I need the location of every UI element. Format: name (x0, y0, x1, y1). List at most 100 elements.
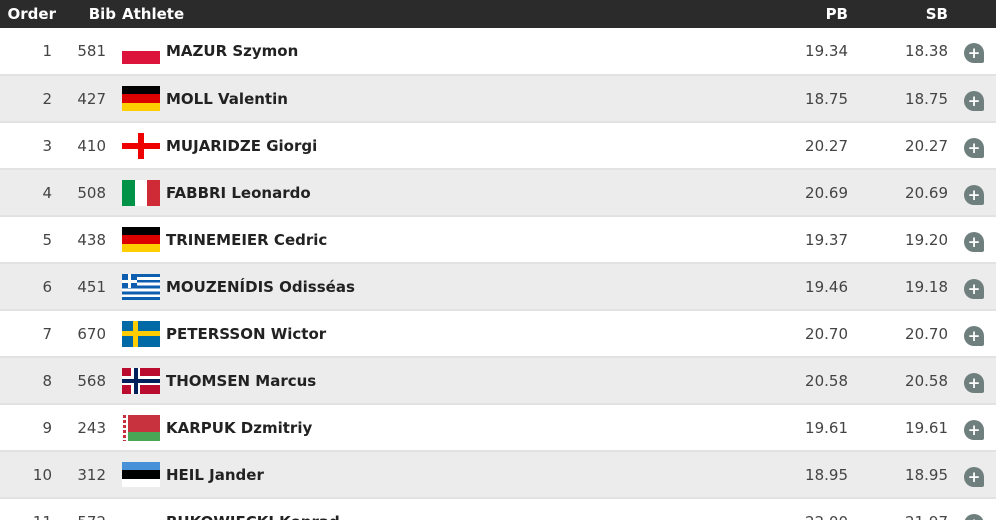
pb-cell: 20.58 (805, 371, 848, 390)
sb-cell: 18.38 (905, 42, 948, 60)
sb-cell: 18.75 (905, 89, 948, 108)
pb-cell: 20.27 (805, 136, 848, 155)
athlete-name[interactable]: HEIL Jander (166, 465, 264, 484)
sb-cell: 18.95 (905, 465, 948, 484)
order-cell: 8 (42, 371, 52, 390)
order-cell: 11 (0, 498, 62, 520)
plus-circle-icon[interactable]: + (964, 184, 984, 205)
athlete-name[interactable]: PETERSSON Wictor (166, 324, 327, 343)
bib-cell: 243 (77, 418, 106, 437)
athlete-cell: PETERSSON Wictor (122, 310, 762, 357)
athlete-name[interactable]: MUJARIDZE Giorgi (166, 136, 318, 155)
italy-flag-icon (122, 179, 160, 206)
athlete-name[interactable]: MAZUR Szymon (166, 42, 299, 60)
greece-flag-icon (122, 273, 160, 300)
table-row: 2 427 MOLL Valentin 18.75 18.75 + (0, 75, 996, 122)
order-cell: 9 (42, 418, 52, 437)
plus-circle-icon[interactable]: + (964, 513, 984, 520)
athlete-cell: MOUZENÍDIS Odisséas (122, 263, 762, 310)
athlete-name[interactable]: MOUZENÍDIS Odisséas (166, 277, 355, 296)
header-bib[interactable]: Bib (88, 5, 116, 23)
bib-cell: 670 (77, 324, 106, 343)
pb-cell: 20.69 (805, 183, 848, 202)
belarus-flag-icon (122, 414, 160, 441)
pb-cell: 19.34 (805, 42, 848, 60)
athlete-name[interactable]: FABBRI Leonardo (166, 183, 311, 202)
sb-cell: 19.20 (905, 230, 948, 249)
table-row: 5 438 TRINEMEIER Cedric 19.37 19.20 + (0, 216, 996, 263)
germany-flag-icon (122, 226, 160, 253)
sb-cell: 20.69 (905, 183, 948, 202)
header-pb[interactable]: PB (825, 5, 848, 23)
pb-cell: 19.61 (805, 418, 848, 437)
athlete-cell: MUJARIDZE Giorgi (122, 122, 762, 169)
pb-cell: 18.95 (805, 465, 848, 484)
athlete-cell: MOLL Valentin (122, 75, 762, 122)
header-order[interactable]: Order (7, 5, 56, 23)
pb-cell: 20.70 (805, 324, 848, 343)
header-athlete[interactable]: Athlete (122, 5, 185, 23)
sb-cell: 20.70 (905, 324, 948, 343)
plus-circle-icon[interactable]: + (964, 372, 984, 393)
poland-flag-icon (122, 508, 160, 520)
pb-cell: 19.46 (805, 277, 848, 296)
bib-cell: 568 (77, 371, 106, 390)
plus-circle-icon[interactable]: + (964, 43, 984, 63)
table-row: 7 670 PETERSSON Wictor 20.70 20.70 + (0, 310, 996, 357)
poland-flag-icon (122, 38, 160, 64)
athlete-cell: FABBRI Leonardo (122, 169, 762, 216)
sb-cell: 19.18 (905, 277, 948, 296)
athlete-cell: HEIL Jander (122, 451, 762, 498)
norway-flag-icon (122, 367, 160, 394)
bib-cell: 438 (77, 230, 106, 249)
table-row: 9 243 KARPUK Dzmitriy 19.61 19.61 + (0, 404, 996, 451)
bib-cell: 410 (77, 136, 106, 155)
bib-cell: 508 (77, 183, 106, 202)
sweden-flag-icon (122, 320, 160, 347)
sb-cell: 21.97 (852, 498, 952, 520)
table-row: 6 451 MOUZENÍDIS Odisséas 19.46 19.18 + (0, 263, 996, 310)
table-row: 3 410 MUJARIDZE Giorgi 20.27 20.27 + (0, 122, 996, 169)
athlete-name[interactable]: BUKOWIECKI Konrad (166, 513, 340, 520)
athlete-name[interactable]: MOLL Valentin (166, 89, 288, 108)
athlete-cell: KARPUK Dzmitriy (122, 404, 762, 451)
table-row: 1 581 MAZUR Szymon 19.34 18.38 + (0, 28, 996, 75)
order-cell: 10 (32, 465, 52, 484)
plus-circle-icon[interactable]: + (964, 137, 984, 158)
table-row: 4 508 FABBRI Leonardo 20.69 20.69 + (0, 169, 996, 216)
athlete-name[interactable]: THOMSEN Marcus (166, 371, 317, 390)
plus-circle-icon[interactable]: + (964, 325, 984, 346)
bib-cell: 427 (77, 89, 106, 108)
order-cell: 7 (42, 324, 52, 343)
plus-circle-icon[interactable]: + (964, 278, 984, 299)
athlete-cell: BUKOWIECKI Konrad (122, 498, 762, 520)
athlete-cell: TRINEMEIER Cedric (122, 216, 762, 263)
bib-cell: 572 (62, 498, 122, 520)
athlete-name[interactable]: TRINEMEIER Cedric (166, 230, 328, 249)
plus-circle-icon[interactable]: + (964, 419, 984, 440)
order-cell: 6 (42, 277, 52, 296)
order-cell: 4 (42, 183, 52, 202)
sb-cell: 19.61 (905, 418, 948, 437)
pb-cell: 22.00 (762, 498, 852, 520)
bib-cell: 312 (77, 465, 106, 484)
header-sb[interactable]: SB (925, 5, 948, 23)
plus-circle-icon[interactable]: + (964, 231, 984, 252)
bib-cell: 451 (77, 277, 106, 296)
order-cell: 3 (42, 136, 52, 155)
table-header: Order Bib Athlete PB SB (0, 0, 996, 28)
sb-cell: 20.27 (905, 136, 948, 155)
order-cell: 5 (42, 230, 52, 249)
plus-circle-icon[interactable]: + (964, 90, 984, 111)
athlete-cell: THOMSEN Marcus (122, 357, 762, 404)
pb-cell: 19.37 (805, 230, 848, 249)
athlete-name[interactable]: KARPUK Dzmitriy (166, 418, 313, 437)
plus-circle-icon[interactable]: + (964, 466, 984, 487)
athlete-cell: MAZUR Szymon (122, 28, 762, 75)
order-cell: 2 (42, 89, 52, 108)
germany-flag-icon (122, 85, 160, 112)
table-row: 8 568 THOMSEN Marcus 20.58 20.58 + (0, 357, 996, 404)
sb-cell: 20.58 (905, 371, 948, 390)
table-row: 10 312 HEIL Jander 18.95 18.95 + (0, 451, 996, 498)
